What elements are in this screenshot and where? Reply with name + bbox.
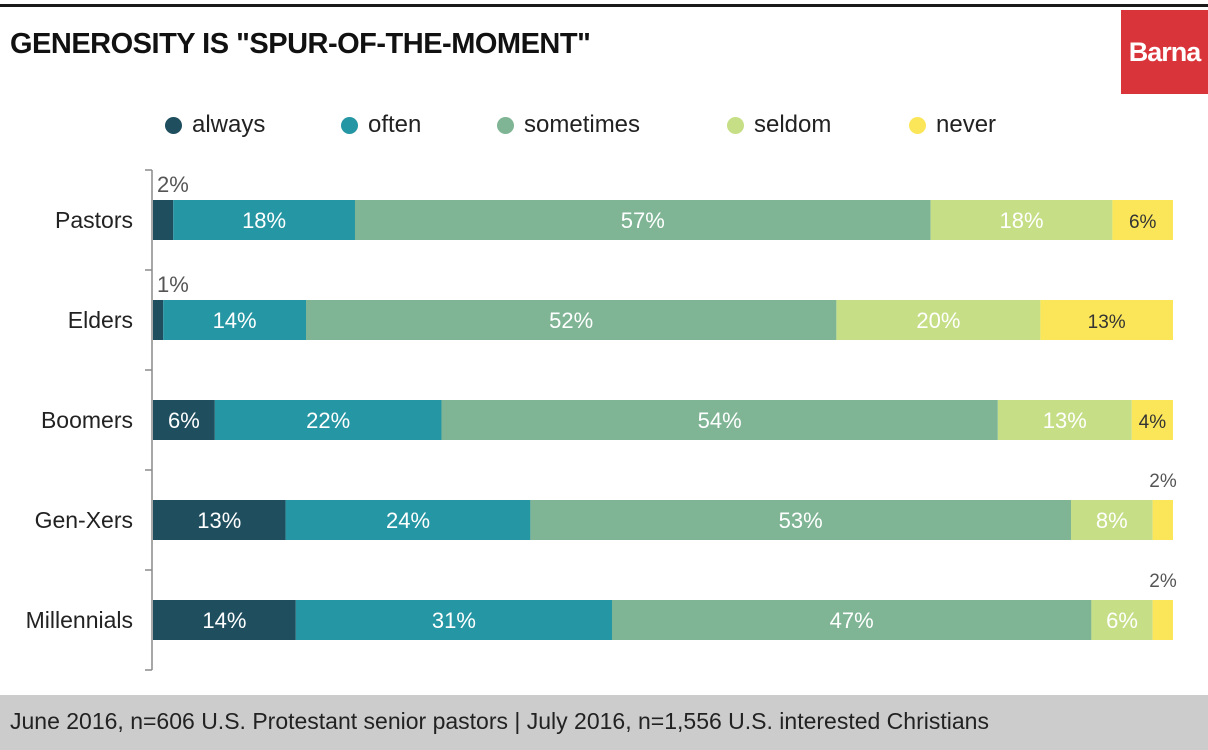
data-label-always-millennials: 14% bbox=[202, 608, 246, 633]
bar-always-millennials bbox=[153, 600, 296, 640]
bar-often-elders bbox=[163, 300, 306, 340]
footer: June 2016, n=606 U.S. Protestant senior … bbox=[0, 695, 1208, 750]
chart-title: GENEROSITY IS "SPUR-OF-THE-MOMENT" bbox=[10, 28, 591, 60]
legend-label-often: often bbox=[368, 111, 422, 138]
stacked-bar-chart: Pastors 2% 18% 57% 18% 6% Elders 1% 14% 52% 20% 13%… bbox=[26, 169, 1177, 671]
data-label-never-pastors: 6% bbox=[1129, 212, 1157, 233]
bar-sometimes-boomers bbox=[441, 400, 998, 440]
data-label-seldom-boomers: 13% bbox=[1043, 408, 1087, 433]
data-label-often-pastors: 18% bbox=[242, 208, 286, 233]
data-label-seldom-millennials: 6% bbox=[1106, 608, 1138, 633]
legend-swatch-often bbox=[341, 116, 358, 134]
bar-never-pastors bbox=[1112, 200, 1173, 240]
bar-often-millennials bbox=[295, 600, 612, 640]
bar-never-millennials bbox=[1152, 600, 1173, 640]
legend-label-never: never bbox=[936, 111, 997, 138]
bar-seldom-millennials bbox=[1091, 600, 1153, 640]
data-label-often-gen-xers: 24% bbox=[386, 508, 430, 533]
legend-item-sometimes: sometimes bbox=[497, 108, 640, 142]
data-label-often-elders: 14% bbox=[213, 308, 257, 333]
category-label-pastors: Pastors bbox=[55, 207, 133, 233]
data-label-never-millennials: 2% bbox=[1149, 571, 1177, 592]
data-label-seldom-pastors: 18% bbox=[999, 208, 1043, 233]
brand-logo: Barna bbox=[1121, 10, 1208, 94]
category-label-millennials: Millennials bbox=[26, 607, 133, 633]
bar-often-gen-xers bbox=[285, 500, 531, 540]
bar-seldom-boomers bbox=[997, 400, 1132, 440]
data-label-never-boomers: 4% bbox=[1139, 412, 1167, 433]
top-rule bbox=[0, 4, 1208, 7]
bar-seldom-gen-xers bbox=[1071, 500, 1153, 540]
data-label-never-gen-xers: 2% bbox=[1149, 471, 1177, 492]
bar-sometimes-elders bbox=[306, 300, 837, 340]
category-label-boomers: Boomers bbox=[41, 407, 133, 433]
bar-often-boomers bbox=[214, 400, 442, 440]
bar-always-boomers bbox=[153, 400, 215, 440]
data-label-always-elders: 1% bbox=[157, 272, 189, 297]
bar-seldom-pastors bbox=[930, 200, 1113, 240]
bar-always-gen-xers bbox=[153, 500, 286, 540]
legend-swatch-always bbox=[165, 116, 182, 134]
data-label-often-boomers: 22% bbox=[306, 408, 350, 433]
legend-item-seldom: seldom bbox=[727, 108, 831, 142]
legend-item-often: often bbox=[341, 108, 421, 142]
bar-never-gen-xers bbox=[1152, 500, 1173, 540]
data-label-always-pastors: 2% bbox=[157, 172, 189, 197]
bar-never-elders bbox=[1040, 300, 1173, 340]
bar-sometimes-gen-xers bbox=[530, 500, 1071, 540]
bar-never-boomers bbox=[1131, 400, 1173, 440]
bar-often-pastors bbox=[173, 200, 355, 240]
legend: always often sometimes seldom never bbox=[0, 108, 1208, 142]
legend-label-sometimes: sometimes bbox=[524, 111, 641, 138]
legend-label-seldom: seldom bbox=[754, 111, 832, 138]
legend-swatch-never bbox=[909, 116, 926, 134]
data-label-sometimes-millennials: 47% bbox=[830, 608, 874, 633]
data-label-always-gen-xers: 13% bbox=[197, 508, 241, 533]
bar-always-elders bbox=[153, 300, 164, 340]
data-label-always-boomers: 6% bbox=[168, 408, 200, 433]
legend-swatch-seldom bbox=[727, 116, 744, 134]
category-label-elders: Elders bbox=[68, 307, 133, 333]
legend-label-always: always bbox=[192, 111, 266, 138]
data-label-sometimes-boomers: 54% bbox=[698, 408, 742, 433]
bar-sometimes-millennials bbox=[612, 600, 1092, 640]
data-label-sometimes-pastors: 57% bbox=[621, 208, 665, 233]
brand-logo-text: Barna bbox=[1128, 36, 1202, 67]
data-label-sometimes-gen-xers: 53% bbox=[779, 508, 823, 533]
bar-seldom-elders bbox=[836, 300, 1041, 340]
legend-swatch-sometimes bbox=[497, 116, 514, 134]
legend-item-never: never bbox=[909, 108, 996, 142]
data-label-seldom-elders: 20% bbox=[916, 308, 960, 333]
data-label-often-millennials: 31% bbox=[432, 608, 476, 633]
data-label-sometimes-elders: 52% bbox=[549, 308, 593, 333]
bar-sometimes-pastors bbox=[354, 200, 931, 240]
data-label-seldom-gen-xers: 8% bbox=[1096, 508, 1128, 533]
legend-item-always: always bbox=[165, 108, 265, 142]
bar-always-pastors bbox=[153, 200, 174, 240]
data-label-never-elders: 13% bbox=[1088, 312, 1126, 333]
category-label-gen-xers: Gen-Xers bbox=[35, 507, 133, 533]
footer-source-note: June 2016, n=606 U.S. Protestant senior … bbox=[10, 708, 989, 734]
